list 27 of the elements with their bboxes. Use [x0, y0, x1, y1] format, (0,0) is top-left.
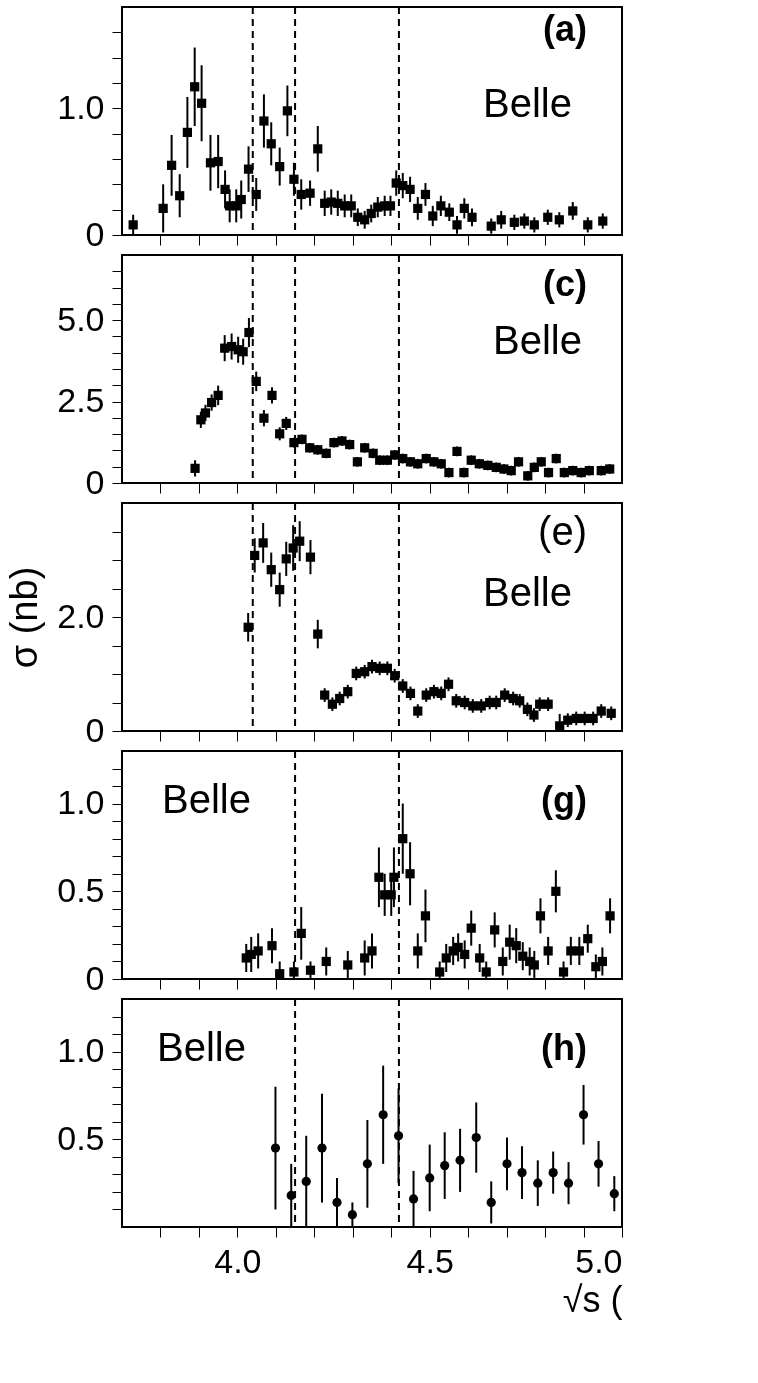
- annotation: (c): [543, 262, 587, 304]
- annotation: (e): [538, 508, 587, 553]
- y-axis-title: σ (nb): [3, 566, 46, 669]
- annotation: (h): [541, 1027, 587, 1069]
- y-tick-label: 0: [85, 214, 105, 253]
- y-tick-label: 1.0: [57, 87, 105, 126]
- x-tick-label: 4.0: [214, 1241, 262, 1280]
- annotation: Belle: [162, 777, 251, 822]
- y-tick-label: 0.5: [57, 1118, 105, 1157]
- y-tick-label: 0: [85, 462, 105, 501]
- y-tick-label: 2.5: [57, 381, 105, 420]
- y-tick-label: 1.0: [57, 783, 105, 822]
- annotation: Belle: [483, 81, 572, 126]
- annotation: (g): [541, 779, 587, 821]
- y-tick-label: 2.0: [57, 596, 105, 635]
- y-tick-label: 5.0: [57, 299, 105, 338]
- y-tick-label: 0: [85, 710, 105, 749]
- x-tick-label: 5.0: [575, 1241, 623, 1280]
- y-tick-label: 0: [85, 958, 105, 997]
- x-axis-title: √s (: [562, 1278, 623, 1320]
- y-tick-label: 0.5: [57, 870, 105, 909]
- x-tick-label: 4.5: [406, 1241, 454, 1280]
- y-tick-label: 1.0: [57, 1031, 105, 1070]
- annotation: (a): [543, 7, 587, 49]
- annotation: Belle: [157, 1025, 246, 1070]
- annotation: Belle: [493, 317, 582, 362]
- annotation: Belle: [483, 570, 572, 615]
